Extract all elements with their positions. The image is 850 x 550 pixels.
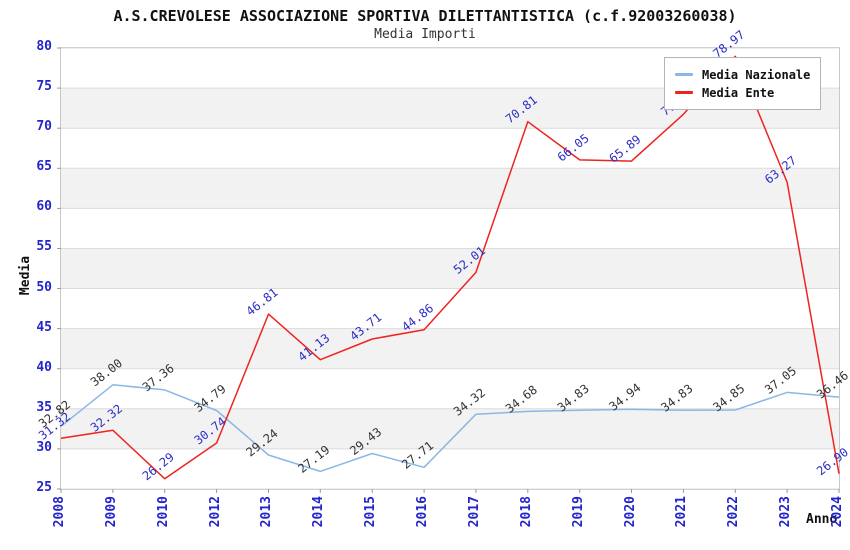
- plot-area: 32.82 38.00 37.36 34.79 29.24 27.19 29.43 27.71…: [36, 28, 850, 493]
- x-tick-label: 2024: [830, 496, 845, 528]
- legend-label: Media Ente: [702, 85, 775, 100]
- y-tick-label: 35: [36, 399, 52, 415]
- legend-swatch-nazionale-icon: [675, 73, 693, 76]
- legend-item-media-ente: Media Ente: [675, 85, 810, 100]
- y-tick-label: 25: [36, 480, 52, 495]
- x-tick-label: 2008: [52, 496, 67, 528]
- x-tick-label: 2017: [466, 496, 482, 528]
- y-tick-label: 80: [36, 39, 52, 54]
- x-tick-label: 2023: [778, 496, 794, 528]
- x-tick-label: 2010: [155, 496, 171, 528]
- chart-subtitle: Media Importi: [374, 27, 476, 42]
- legend-label: Media Nazionale: [702, 67, 811, 82]
- x-tick-label: 2020: [622, 496, 638, 528]
- y-tick-label: 30: [36, 439, 52, 455]
- legend-item-media-nazionale: Media Nazionale: [675, 67, 810, 82]
- x-tick-label: 2012: [207, 496, 223, 528]
- x-tick-label: 2019: [570, 496, 586, 528]
- y-tick-label: 55: [36, 239, 52, 255]
- x-tick-label: 2018: [518, 496, 534, 528]
- y-tick-label: 45: [36, 319, 52, 335]
- chart-title: A.S.CREVOLESE ASSOCIAZIONE SPORTIVA DILE…: [113, 7, 737, 25]
- y-tick-label: 60: [36, 199, 52, 215]
- y-tick-label: 40: [36, 359, 52, 375]
- x-tick-label: 2022: [726, 496, 742, 528]
- y-tick-label: 50: [36, 279, 52, 295]
- x-tick-label: 2013: [259, 496, 275, 528]
- x-tick-label: 2021: [674, 496, 690, 528]
- x-tick-label: 2014: [311, 496, 327, 528]
- y-tick-label: 75: [36, 79, 52, 95]
- legend-swatch-ente-icon: [675, 91, 693, 94]
- y-tick-label: 65: [36, 159, 52, 175]
- y-tick-label: 70: [36, 119, 52, 135]
- x-tick-label: 2015: [363, 496, 379, 528]
- legend: Media Nazionale Media Ente: [664, 57, 822, 110]
- series-line: [60, 384, 840, 473]
- x-axis-title: Anno: [806, 512, 838, 527]
- x-tick-label: 2016: [415, 496, 431, 528]
- x-tick-label: 2009: [103, 496, 119, 528]
